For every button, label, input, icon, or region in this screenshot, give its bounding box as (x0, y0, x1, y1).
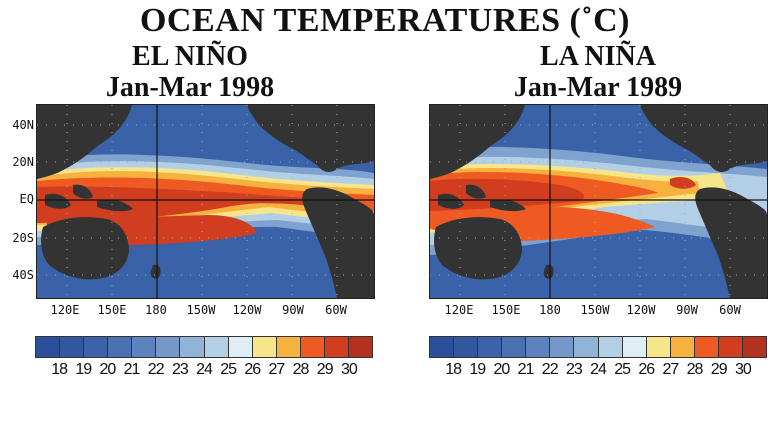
lanina-color-swatch (478, 337, 503, 357)
lanina-color-swatch (670, 337, 695, 357)
elnino-color-scale-tick: 23 (171, 361, 189, 378)
elnino-color-scale-tick: 22 (147, 361, 165, 378)
elnino-color-scale-tick: 30 (340, 361, 358, 378)
lanina-lon-label-180: 180 (539, 303, 561, 317)
elnino-color-scale-tick: 29 (316, 361, 334, 378)
lat-label-20s: 20S (12, 231, 34, 245)
lanina-color-swatch (646, 337, 671, 357)
lanina-color-scale-labels: 18 19 20 21 22 23 24 25 26 27 28 29 30 (429, 361, 767, 379)
elnino-color-scale-tick: 24 (196, 361, 213, 378)
lanina-color-swatch (430, 337, 455, 357)
elnino-color-swatch (108, 337, 133, 357)
lanina-color-scale-tick: 25 (614, 361, 631, 378)
lanina-color-swatch (743, 337, 767, 357)
elnino-color-swatch (324, 337, 350, 357)
lanina-color-scale-tick: 18 (445, 361, 462, 378)
lanina-lon-label-120e: 120E (444, 303, 474, 317)
elnino-color-swatch (349, 337, 373, 357)
main-title: OCEAN TEMPERATURES (˚C) (139, 2, 631, 39)
elnino-color-swatch (276, 337, 301, 357)
lanina-color-scale-tick: 22 (541, 361, 559, 378)
lanina-color-swatch (526, 337, 551, 357)
elnino-color-swatch (180, 337, 205, 357)
lanina-color-scale-tick: 28 (686, 361, 704, 378)
elnino-title-line2: Jan-Mar 1998 (105, 72, 275, 103)
elnino-lon-label-150e: 150E (97, 303, 127, 317)
lanina-sst-map (429, 104, 768, 299)
elnino-lon-label-120e: 120E (50, 303, 80, 317)
elnino-color-swatch (300, 337, 325, 357)
elnino-title-line1: EL NIÑO (132, 41, 248, 72)
elnino-color-swatch (156, 337, 181, 357)
elnino-panel-title: EL NIÑO Jan-Mar 1998 (80, 41, 300, 103)
lanina-lon-label-120w: 120W (626, 303, 656, 317)
lanina-color-swatch (598, 337, 623, 357)
elnino-color-scale-tick: 20 (99, 361, 117, 378)
lanina-map-svg (430, 105, 767, 298)
elnino-lon-label-180: 180 (145, 303, 167, 317)
elnino-color-swatch (60, 337, 85, 357)
elnino-color-swatch (84, 337, 109, 357)
lanina-color-scale-tick: 21 (517, 361, 535, 378)
lanina-panel-title: LA NIÑA Jan-Mar 1989 (488, 41, 708, 103)
lanina-color-scale-tick: 30 (734, 361, 752, 378)
elnino-color-scale-tick: 21 (123, 361, 141, 378)
elnino-color-swatch (36, 337, 61, 357)
lanina-title-line1: LA NIÑA (540, 41, 656, 72)
elnino-color-scale-tick: 18 (51, 361, 68, 378)
elnino-color-swatch (132, 337, 157, 357)
lanina-color-scale-tick: 20 (493, 361, 511, 378)
elnino-lon-label-60w: 60W (325, 303, 347, 317)
elnino-color-scale-labels: 18 19 20 21 22 23 24 25 26 27 28 29 30 (35, 361, 373, 379)
elnino-sst-map (36, 104, 375, 299)
elnino-color-swatch (228, 337, 253, 357)
lanina-color-scale-tick: 26 (638, 361, 655, 378)
lanina-color-scale-tick: 24 (590, 361, 607, 378)
lat-label-eq: EQ (19, 192, 34, 206)
lanina-color-swatch (550, 337, 575, 357)
elnino-color-scale-tick: 27 (268, 361, 286, 378)
lanina-lon-label-150e: 150E (491, 303, 521, 317)
lanina-color-swatch (694, 337, 719, 357)
elnino-color-scale (35, 336, 373, 358)
lanina-color-scale-tick: 29 (710, 361, 728, 378)
elnino-color-scale-tick: 28 (292, 361, 310, 378)
elnino-color-scale-tick: 19 (75, 361, 92, 378)
lat-label-40s: 40S (12, 268, 34, 282)
lanina-color-scale-tick: 19 (469, 361, 486, 378)
lanina-color-swatch (574, 337, 599, 357)
lat-label-40n: 40N (12, 118, 34, 132)
lanina-color-scale-tick: 27 (662, 361, 680, 378)
lanina-color-swatch (454, 337, 479, 357)
elnino-lon-label-120w: 120W (232, 303, 262, 317)
lanina-title-line2: Jan-Mar 1989 (513, 72, 683, 103)
elnino-map-svg (37, 105, 374, 298)
elnino-lon-label-90w: 90W (282, 303, 304, 317)
lanina-color-scale (429, 336, 767, 358)
lanina-color-swatch (502, 337, 527, 357)
lanina-color-swatch (622, 337, 647, 357)
lanina-color-scale-tick: 23 (565, 361, 583, 378)
lanina-color-swatch (718, 337, 744, 357)
elnino-color-scale-tick: 25 (220, 361, 237, 378)
lat-label-20n: 20N (12, 155, 34, 169)
elnino-color-swatch (204, 337, 229, 357)
lanina-lon-label-90w: 90W (676, 303, 698, 317)
elnino-color-swatch (252, 337, 277, 357)
lanina-lon-label-60w: 60W (719, 303, 741, 317)
elnino-lon-label-150w: 150W (186, 303, 216, 317)
lanina-lon-label-150w: 150W (580, 303, 610, 317)
elnino-color-scale-tick: 26 (244, 361, 261, 378)
